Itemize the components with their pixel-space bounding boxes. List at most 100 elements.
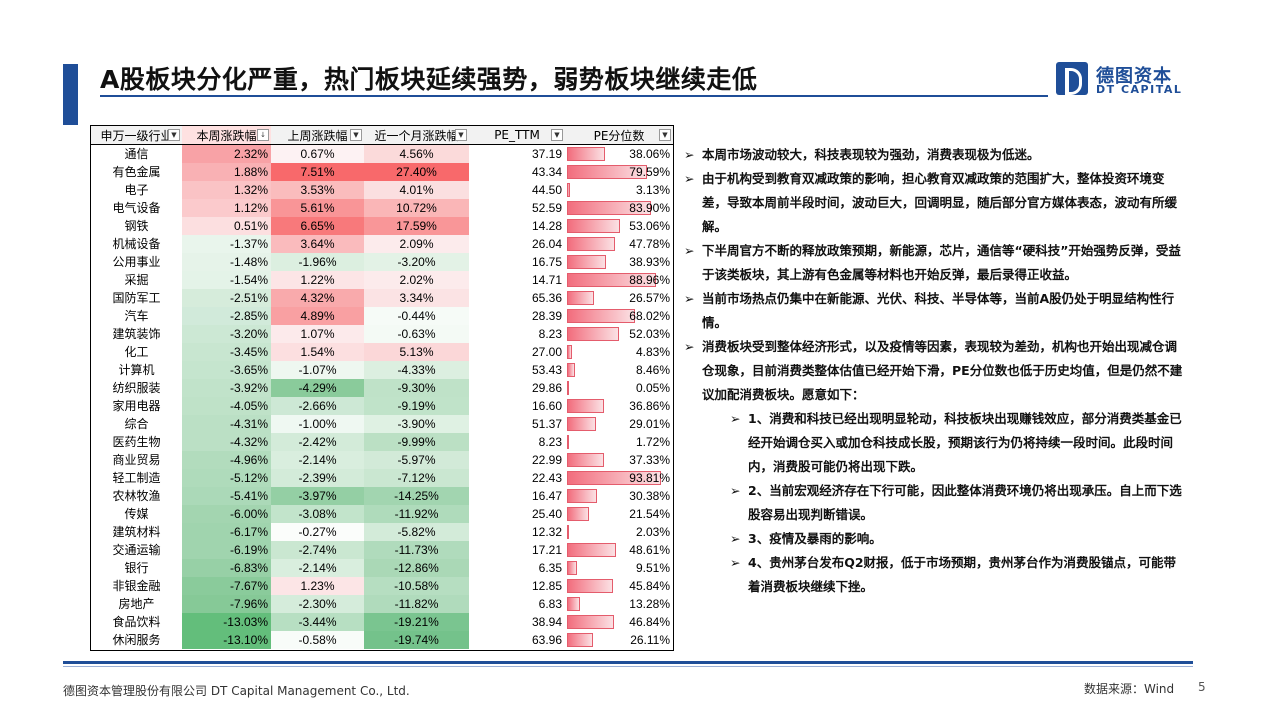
cell-month: -7.12% <box>364 469 469 487</box>
cell-industry: 建筑装饰 <box>112 327 161 341</box>
filter-dropdown-icon[interactable]: ▼ <box>551 129 563 141</box>
page-title: A股板块分化严重，热门板块延续强势，弱势板块继续走低 <box>100 65 758 94</box>
cell-month: 3.34% <box>364 289 469 307</box>
cell-last-week: 1.07% <box>271 325 364 343</box>
cell-industry: 商业贸易 <box>112 453 161 467</box>
cell-industry: 轻工制造 <box>112 471 161 485</box>
header-pe-ttm[interactable]: PE_TTM ▼ <box>469 126 565 145</box>
cell-industry: 汽车 <box>124 309 149 323</box>
cell-month: -0.44% <box>364 307 469 325</box>
cell-pe-percentile: 93.81% <box>565 469 673 487</box>
sector-performance-table: 申万一级行业 ▼ 本周涨跌幅 ↓ 上周涨跌幅 ▼ 近一个月涨跌幅 ▼ PE_TTM ▼ P… <box>90 125 674 651</box>
filter-dropdown-icon[interactable]: ▼ <box>659 129 671 141</box>
table-row: 钢铁 0.51% 6.65% 17.59% 14.28 53.06% <box>91 217 673 235</box>
pe-percentile-bar <box>567 579 613 593</box>
header-month[interactable]: 近一个月涨跌幅 ▼ <box>364 126 469 145</box>
cell-month: -10.58% <box>364 577 469 595</box>
cell-last-week: 0.67% <box>271 144 364 163</box>
cell-this-week: -5.41% <box>182 487 271 505</box>
pe-percentile-value: 8.46% <box>635 363 670 377</box>
cell-last-week: -2.39% <box>271 469 364 487</box>
bullet-item: ➢ 消费板块受到整体经济形式，以及疫情等因素，表现较为差劲，机构也开始出现减仓调仓… <box>684 335 1184 407</box>
filter-dropdown-icon[interactable]: ▼ <box>350 129 362 141</box>
cell-last-week: 3.64% <box>271 235 364 253</box>
cell-pe-percentile: 0.05% <box>565 379 673 397</box>
cell-pe-percentile: 68.02% <box>565 307 673 325</box>
pe-percentile-bar <box>567 219 621 233</box>
cell-pe-ttm: 12.85 <box>531 579 562 593</box>
sort-desc-icon[interactable]: ↓ <box>257 129 269 141</box>
cell-last-week: 1.54% <box>271 343 364 361</box>
table-row: 汽车 -2.85% 4.89% -0.44% 28.39 68.02% <box>91 307 673 325</box>
cell-industry: 综合 <box>124 417 149 431</box>
cell-this-week: 1.88% <box>182 163 271 181</box>
cell-month: -9.19% <box>364 397 469 415</box>
cell-pe-ttm: 6.83 <box>538 597 562 611</box>
cell-pe-percentile: 47.78% <box>565 235 673 253</box>
cell-industry: 机械设备 <box>112 237 161 251</box>
pe-percentile-bar <box>567 165 647 179</box>
cell-this-week: -2.51% <box>182 289 271 307</box>
cell-pe-percentile: 26.57% <box>565 289 673 307</box>
pe-percentile-bar <box>567 399 604 413</box>
pe-percentile-bar <box>567 525 570 539</box>
pe-percentile-bar <box>567 381 569 395</box>
pe-percentile-bar <box>567 147 606 161</box>
table-row: 农林牧渔 -5.41% -3.97% -14.25% 16.47 30.38% <box>91 487 673 505</box>
header-this-week[interactable]: 本周涨跌幅 ↓ <box>182 126 271 145</box>
table-row: 建筑材料 -6.17% -0.27% -5.82% 12.32 2.03% <box>91 523 673 541</box>
sub-bullet-item: ➢ 4、贵州茅台发布Q2财报，低于市场预期，贵州茅台作为消费股锚点，可能带着消费板… <box>684 551 1184 599</box>
cell-pe-ttm: 8.23 <box>538 327 562 341</box>
header-industry[interactable]: 申万一级行业 ▼ <box>91 126 182 145</box>
pe-percentile-bar <box>567 471 661 485</box>
pe-percentile-bar <box>567 489 598 503</box>
cell-industry: 银行 <box>124 561 149 575</box>
table-row: 公用事业 -1.48% -1.96% -3.20% 16.75 38.93% <box>91 253 673 271</box>
pe-percentile-value: 26.11% <box>630 633 670 647</box>
cell-pe-ttm: 63.96 <box>531 633 562 647</box>
cell-pe-ttm: 14.71 <box>531 273 562 287</box>
cell-pe-ttm: 51.37 <box>531 417 562 431</box>
pe-percentile-value: 13.28% <box>629 597 670 611</box>
table-row: 建筑装饰 -3.20% 1.07% -0.63% 8.23 52.03% <box>91 325 673 343</box>
cell-pe-percentile: 48.61% <box>565 541 673 559</box>
bullet-item: ➢ 由于机构受到教育双减政策的影响，担心教育双减政策的范围扩大，整体投资环境变差，… <box>684 167 1184 239</box>
footer-rule <box>63 661 1193 664</box>
cell-month: -9.30% <box>364 379 469 397</box>
footer-rule-thin <box>63 666 1193 667</box>
cell-pe-ttm: 25.40 <box>531 507 562 521</box>
bullet-text: 本周市场波动较大，科技表现较为强劲，消费表现极为低迷。 <box>702 147 1040 162</box>
pe-percentile-value: 3.13% <box>635 183 670 197</box>
bullet-item: ➢ 下半周官方不断的释放政策预期，新能源，芯片，通信等“硬科技”开始强势反弹，受益… <box>684 239 1184 287</box>
cell-industry: 电气设备 <box>112 201 161 215</box>
cell-pe-ttm: 53.43 <box>531 363 562 377</box>
bullet-text: 下半周官方不断的释放政策预期，新能源，芯片，通信等“硬科技”开始强势反弹，受益于… <box>702 243 1181 282</box>
header-pe-percentile[interactable]: PE分位数 ▼ <box>565 126 673 145</box>
pe-percentile-bar <box>567 597 581 611</box>
cell-industry: 食品饮料 <box>112 615 161 629</box>
arrow-bullet-icon: ➢ <box>684 243 695 258</box>
arrow-bullet-icon: ➢ <box>730 411 741 426</box>
cell-this-week: -6.19% <box>182 541 271 559</box>
cell-month: 5.13% <box>364 343 469 361</box>
cell-pe-percentile: 88.96% <box>565 271 673 289</box>
cell-pe-ttm: 27.00 <box>531 345 562 359</box>
bullet-text: 4、贵州茅台发布Q2财报，低于市场预期，贵州茅台作为消费股锚点，可能带着消费板块… <box>748 555 1177 594</box>
bullet-text: 3、疫情及暴雨的影响。 <box>748 531 882 546</box>
cell-last-week: -2.14% <box>271 559 364 577</box>
cell-month: 17.59% <box>364 217 469 235</box>
cell-last-week: 6.65% <box>271 217 364 235</box>
table-row: 电子 1.32% 3.53% 4.01% 44.50 3.13% <box>91 181 673 199</box>
cell-last-week: -3.44% <box>271 613 364 631</box>
header-last-week[interactable]: 上周涨跌幅 ▼ <box>271 126 364 145</box>
cell-last-week: 3.53% <box>271 181 364 199</box>
sub-bullet-item: ➢ 2、当前宏观经济存在下行可能，因此整体消费环境仍将出现承压。自上而下选股容易出… <box>684 479 1184 527</box>
cell-pe-ttm: 16.60 <box>531 399 562 413</box>
filter-dropdown-icon[interactable]: ▼ <box>168 129 180 141</box>
filter-dropdown-icon[interactable]: ▼ <box>455 129 467 141</box>
cell-this-week: -7.67% <box>182 577 271 595</box>
pe-percentile-value: 36.86% <box>629 399 670 413</box>
cell-last-week: 1.23% <box>271 577 364 595</box>
table-row: 有色金属 1.88% 7.51% 27.40% 43.34 79.59% <box>91 163 673 181</box>
cell-last-week: -3.08% <box>271 505 364 523</box>
